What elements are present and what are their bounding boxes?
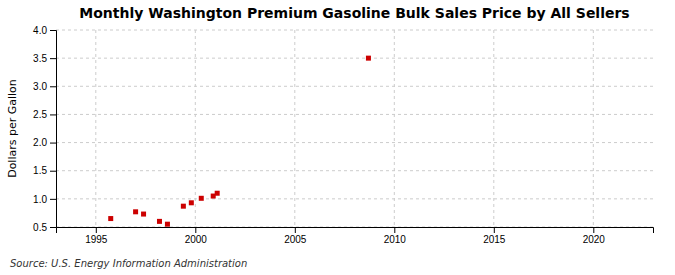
y-axis-tick: 3.5 [33,53,56,64]
point [108,216,113,221]
x-axis-tick-label: 2000 [185,234,208,245]
x-axis-tick-mark [593,227,594,233]
grid-line-y [56,114,653,115]
grid-line-y [56,170,653,171]
x-axis-tick: 2015 [483,227,506,245]
y-axis-tick-mark [50,199,56,200]
point [181,204,186,209]
y-axis-tick-mark [50,30,56,31]
y-axis-tick: 1.5 [33,165,56,176]
x-axis-tick: 1995 [85,227,108,245]
annotation: Source: U.S. Energy Information Administ… [10,258,247,269]
y-axis-tick-mark [50,114,56,115]
x-axis-tick-label: 2020 [583,234,606,245]
y-axis-tick: 2.0 [33,137,56,148]
y-axis-tick-label: 2.0 [33,137,47,148]
x-axis-line [57,228,654,234]
x-axis-tick-mark [494,227,495,233]
x-axis-tick-label: 2015 [483,234,506,245]
y-axis-tick: 1.0 [33,194,56,205]
y-axis-tick-mark [50,143,56,144]
x-axis: 1995 2000 2005 2010 2015 2020 [57,227,654,245]
point [366,56,371,61]
y-axis-tick-label: 1.0 [33,194,47,205]
title: Monthly Washington Premium Gasoline Bulk… [79,5,629,21]
y-axis-tick-label: 3.5 [33,53,47,64]
grid-line-x [195,30,196,227]
y-axis-line [50,31,57,228]
x-axis-tick-mark [295,227,296,233]
plot: 1995 2000 2005 2010 2015 2020 0.5 1.0 1.5 2.0 2.5 3… [33,25,653,245]
point [141,212,146,217]
grid-line-y [56,142,653,143]
x-axis-tick: 2000 [185,227,208,245]
x-axis-tick-label: 2005 [284,234,307,245]
grid [56,30,653,227]
point [189,200,194,205]
y-axis-title: Dollars per Gallon [6,79,19,178]
y-axis-tick-label: 3.0 [33,81,47,92]
y-axis-tick: 4.0 [33,25,56,36]
x-axis-tick: 2020 [583,227,606,245]
y-axis-tick-mark [50,171,56,172]
y-axis-tick-mark [50,58,56,59]
x-axis-tick-mark [96,227,97,233]
y-axis-tick: 2.5 [33,109,56,120]
point [157,219,162,224]
y-axis-tick: 3.0 [33,81,56,92]
y-axis-tick-label: 4.0 [33,25,47,36]
y-axis-tick-mark [50,227,56,228]
x-axis-tick-mark [394,227,395,233]
y-axis-tick-label: 2.5 [33,109,47,120]
grid-line-y [56,198,653,199]
x-axis-tick: 2010 [384,227,407,245]
points [108,56,371,227]
point [165,222,170,227]
x-axis-tick-label: 1995 [85,234,108,245]
grid-line-x [95,30,96,227]
grid-line-x [294,30,295,227]
grid-line-x [394,30,395,227]
y-axis-tick-label: 0.5 [33,222,47,233]
y-axis-tick-label: 1.5 [33,165,47,176]
chart: 1995 2000 2005 2010 2015 2020 0.5 1.0 1.5 2.0 2.5 3… [0,0,675,275]
y-axis-tick-mark [50,86,56,87]
x-axis-tick-label: 2010 [384,234,407,245]
x-axis-tick-mark [195,227,196,233]
point [215,191,220,196]
y-axis-tick: 0.5 [33,222,56,233]
point [199,196,204,201]
y-axis: 0.5 1.0 1.5 2.0 2.5 3.0 3.5 4.0 [33,25,56,233]
x-axis-tick: 2005 [284,227,307,245]
point [133,209,138,214]
grid-line-y [56,58,653,59]
grid-line-x [593,30,594,227]
grid-line-y [56,86,653,87]
grid-line-y [56,30,653,31]
grid-line-x [493,30,494,227]
